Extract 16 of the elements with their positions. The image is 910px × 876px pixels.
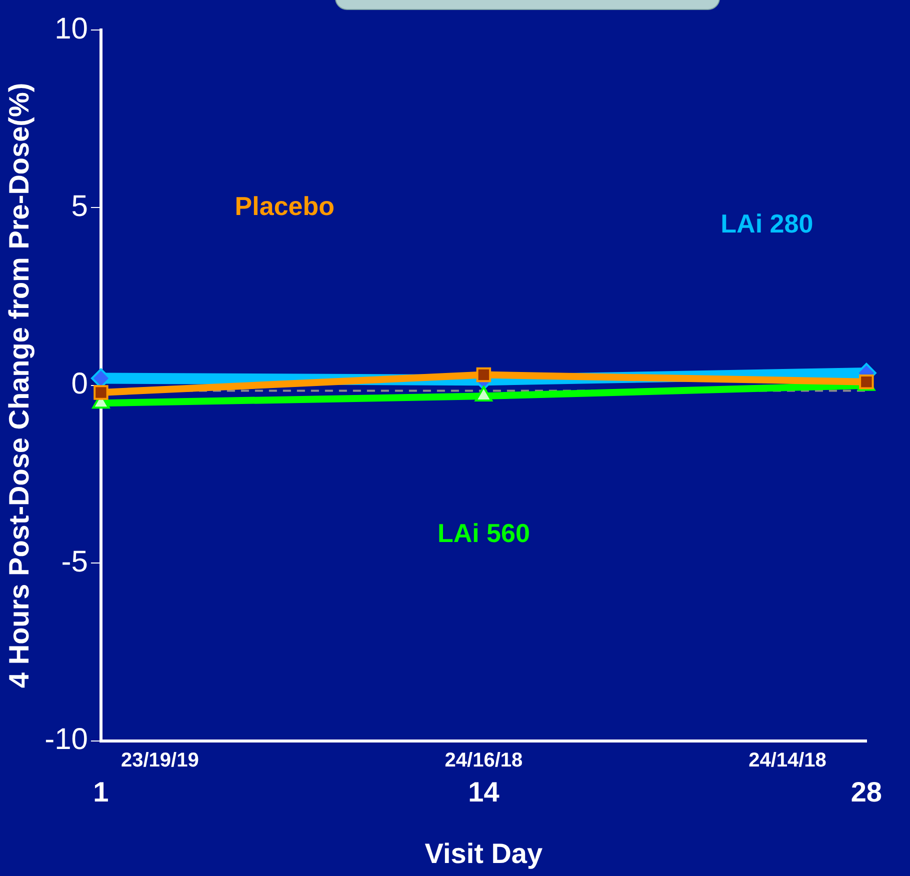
x-tick-label: 28 <box>850 776 882 808</box>
x-axis-title: Visit Day <box>424 838 543 869</box>
text: LAi 280 <box>720 208 814 239</box>
x-tick-label: 1 <box>93 776 109 808</box>
text: Placebo <box>234 190 335 221</box>
y-axis-title: 4 Hours Post-Dose Change from Pre-Dose(%) <box>4 82 35 688</box>
y-tick-label: 0 <box>71 368 88 401</box>
y-tick-label: -5 <box>61 545 88 578</box>
text: LAi 560 <box>437 518 530 548</box>
text: 24/16/18 <box>444 749 523 772</box>
y-tick-label: -10 <box>44 723 88 756</box>
text: 23/19/19 <box>120 749 199 772</box>
y-tick-label: 5 <box>71 190 88 223</box>
y-tick-label: 10 <box>54 12 88 46</box>
text: 24/14/18 <box>748 749 826 772</box>
x-tick-label: 14 <box>468 776 500 808</box>
